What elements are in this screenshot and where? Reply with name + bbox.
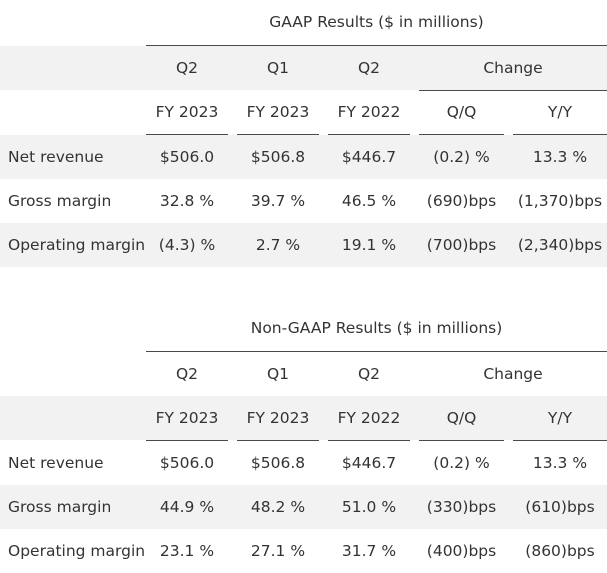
table-cell: $506.0 — [159, 454, 215, 472]
table-cell: 31.7 % — [341, 542, 397, 560]
table-cell: 39.7 % — [250, 192, 306, 210]
header-cell: FY 2022 — [337, 103, 401, 121]
header-cell: Y/Y — [547, 103, 573, 121]
table-cell: (610)bps — [525, 498, 595, 516]
header-cell-change: Change — [483, 59, 543, 77]
row-label: Gross margin — [8, 498, 112, 516]
table-cell: 32.8 % — [159, 192, 215, 210]
row-label: Net revenue — [8, 148, 104, 166]
header-cell: Y/Y — [547, 409, 573, 427]
table-row: Net revenue $506.0 $506.8 $446.7 (0.2) %… — [0, 135, 607, 179]
header-row-quarter: Q2 Q1 Q2 Change — [0, 46, 607, 90]
header-rule — [513, 134, 607, 135]
table-cell: (1,370)bps — [517, 192, 603, 210]
table-cell: (2,340)bps — [517, 236, 603, 254]
table-cell: 13.3 % — [532, 454, 588, 472]
table-row: Operating margin 23.1 % 27.1 % 31.7 % (4… — [0, 529, 607, 573]
table-cell: $446.7 — [341, 454, 397, 472]
table-cell: (400)bps — [426, 542, 497, 560]
table-cell: 51.0 % — [341, 498, 397, 516]
table-cell: (330)bps — [426, 498, 497, 516]
table-cell: (0.2) % — [433, 148, 490, 166]
table-cell: 19.1 % — [341, 236, 397, 254]
table-row: Operating margin (4.3) % 2.7 % 19.1 % (7… — [0, 223, 607, 267]
header-rule — [419, 134, 504, 135]
table-cell: 46.5 % — [341, 192, 397, 210]
table-cell: 13.3 % — [532, 148, 588, 166]
header-cell: FY 2023 — [246, 103, 310, 121]
title-rule — [146, 351, 607, 352]
header-cell: FY 2022 — [337, 409, 401, 427]
table-cell: (700)bps — [426, 236, 497, 254]
table-cell: (690)bps — [426, 192, 497, 210]
header-rule — [328, 440, 410, 441]
table-cell: (0.2) % — [433, 454, 490, 472]
header-row-quarter: Q2 Q1 Q2 Change — [0, 352, 607, 396]
table-row: Gross margin 32.8 % 39.7 % 46.5 % (690)b… — [0, 179, 607, 223]
header-cell: Q2 — [175, 365, 199, 383]
row-label: Operating margin — [8, 542, 146, 560]
header-rule — [513, 440, 607, 441]
header-cell: FY 2023 — [155, 409, 219, 427]
header-row-period: FY 2023 FY 2023 FY 2022 Q/Q Y/Y — [0, 396, 607, 440]
header-cell: Q2 — [357, 59, 381, 77]
header-cell-change: Change — [483, 365, 543, 383]
header-rule — [146, 134, 228, 135]
title-rule — [146, 45, 607, 46]
table-cell: $506.0 — [159, 148, 215, 166]
header-cell: FY 2023 — [155, 103, 219, 121]
header-rule — [237, 134, 319, 135]
table-cell: 2.7 % — [255, 236, 301, 254]
table-cell: 44.9 % — [159, 498, 215, 516]
row-label: Net revenue — [8, 454, 104, 472]
header-cell: Q2 — [357, 365, 381, 383]
table-cell: $506.8 — [250, 454, 306, 472]
table-cell: (4.3) % — [158, 236, 216, 254]
table-cell: (860)bps — [525, 542, 595, 560]
header-rule — [146, 440, 228, 441]
row-label: Gross margin — [8, 192, 112, 210]
header-rule — [419, 440, 504, 441]
header-cell: Q1 — [266, 59, 290, 77]
table-cell: 48.2 % — [250, 498, 306, 516]
table-cell: 27.1 % — [250, 542, 306, 560]
table-row: Net revenue $506.0 $506.8 $446.7 (0.2) %… — [0, 441, 607, 485]
table-cell: $506.8 — [250, 148, 306, 166]
table-cell: 23.1 % — [159, 542, 215, 560]
header-row-period: FY 2023 FY 2023 FY 2022 Q/Q Y/Y — [0, 90, 607, 134]
header-cell: Q1 — [266, 365, 290, 383]
table-title: Non-GAAP Results ($ in millions) — [250, 319, 503, 337]
header-rule — [237, 440, 319, 441]
change-rule — [419, 90, 607, 91]
header-cell: Q/Q — [446, 409, 477, 427]
header-cell: Q2 — [175, 59, 199, 77]
header-cell: Q/Q — [446, 103, 477, 121]
table-cell: $446.7 — [341, 148, 397, 166]
header-cell: FY 2023 — [246, 409, 310, 427]
row-label: Operating margin — [8, 236, 146, 254]
header-rule — [328, 134, 410, 135]
table-row: Gross margin 44.9 % 48.2 % 51.0 % (330)b… — [0, 485, 607, 529]
table-title: GAAP Results ($ in millions) — [269, 13, 484, 31]
